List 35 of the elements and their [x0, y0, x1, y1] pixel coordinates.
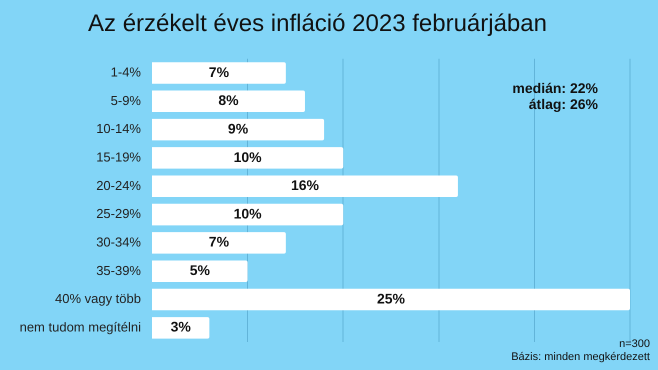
y-tick-label: 15-19% — [96, 150, 142, 164]
y-tick-label: 25-29% — [96, 206, 142, 222]
annotation: medián: 22% — [512, 80, 598, 96]
data-label: 25% — [376, 290, 406, 306]
y-tick-label: 5-9% — [110, 92, 142, 108]
chart-title: Az érzékelt éves infláció 2023 februárjában — [88, 10, 547, 38]
data-label: 16% — [290, 177, 320, 194]
bar — [152, 175, 458, 197]
data-label: 8% — [218, 92, 240, 108]
y-tick-label: nem tudom megítélni — [20, 319, 142, 334]
data-label: 10% — [234, 205, 262, 222]
data-label: 5% — [190, 262, 210, 278]
text: Bázis: minden megkérdezett — [511, 351, 650, 364]
data-label: 9% — [228, 120, 249, 136]
y-tick-label: 20-24% — [96, 178, 142, 193]
bar — [152, 260, 248, 282]
y-tick-label: 30-34% — [96, 234, 142, 250]
bar — [152, 62, 286, 84]
y-tick-label: 35-39% — [96, 262, 142, 278]
annotation: átlag: 26% — [528, 96, 598, 112]
bar — [152, 118, 324, 140]
data-label: 3% — [170, 318, 192, 335]
y-tick-label: 40% vagy több — [54, 291, 141, 306]
data-label: 10% — [234, 148, 262, 165]
bar — [152, 232, 286, 254]
bar — [152, 317, 210, 339]
data-label: 7% — [208, 64, 230, 80]
bar — [152, 288, 630, 310]
bar — [152, 90, 305, 112]
y-tick-label: 1-4% — [110, 64, 142, 80]
bar — [152, 204, 344, 226]
annotation: n=300 — [618, 338, 650, 351]
bar — [152, 147, 344, 169]
y-tick-label: 10-14% — [96, 121, 142, 136]
data-label: 7% — [208, 234, 230, 250]
